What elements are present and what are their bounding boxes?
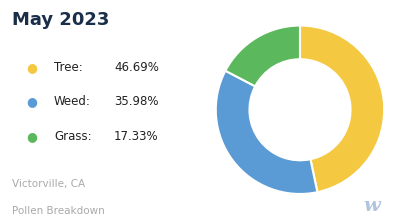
Text: w: w (363, 197, 380, 215)
Text: May 2023: May 2023 (12, 11, 109, 29)
Text: ●: ● (26, 61, 38, 74)
Text: Tree:: Tree: (54, 61, 83, 74)
Wedge shape (216, 71, 317, 194)
Text: 46.69%: 46.69% (114, 61, 159, 74)
Text: Weed:: Weed: (54, 95, 91, 108)
Text: Pollen Breakdown: Pollen Breakdown (12, 206, 105, 216)
Text: Grass:: Grass: (54, 130, 92, 143)
Text: 17.33%: 17.33% (114, 130, 159, 143)
Wedge shape (225, 26, 300, 86)
Wedge shape (300, 26, 384, 192)
Text: Victorville, CA: Victorville, CA (12, 179, 85, 189)
Text: ●: ● (26, 130, 38, 143)
Text: 35.98%: 35.98% (114, 95, 158, 108)
Text: ●: ● (26, 95, 38, 108)
